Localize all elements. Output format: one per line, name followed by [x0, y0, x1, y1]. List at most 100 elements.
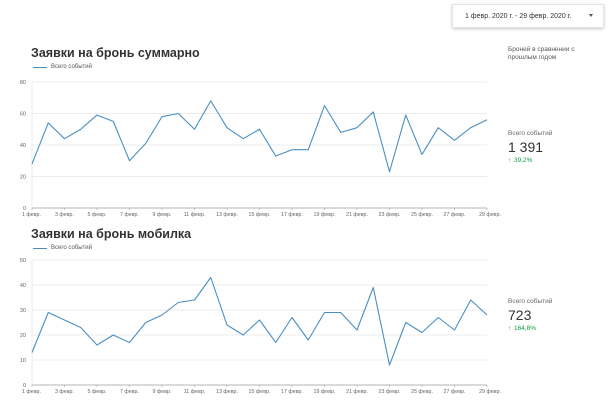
chart-title-mobile: Заявки на бронь мобилка: [31, 227, 192, 241]
y-tick-label: 20: [20, 333, 26, 339]
x-tick-label: 23 февр.: [379, 389, 401, 395]
data-point[interactable]: [437, 316, 440, 319]
y-tick-label: 40: [20, 143, 26, 149]
chart-title-total: Заявки на бронь суммарно: [31, 46, 200, 60]
data-point[interactable]: [128, 159, 131, 162]
data-point[interactable]: [388, 170, 391, 173]
compare-note: Броней в сравнении с прошлым годом: [508, 46, 575, 61]
data-point[interactable]: [47, 121, 50, 124]
data-point[interactable]: [372, 110, 375, 113]
data-point[interactable]: [225, 126, 228, 129]
data-point[interactable]: [30, 162, 33, 165]
data-point[interactable]: [290, 316, 293, 319]
x-tick-label: 9 февр.: [153, 212, 172, 218]
data-point[interactable]: [177, 112, 180, 115]
data-point[interactable]: [404, 321, 407, 324]
chevron-down-icon: [589, 14, 593, 17]
x-tick-label: 13 февр.: [216, 389, 238, 395]
scorecard-value: 723: [508, 307, 532, 323]
data-point[interactable]: [144, 321, 147, 324]
y-tick-label: 80: [20, 80, 26, 86]
data-point[interactable]: [112, 333, 115, 336]
data-point[interactable]: [307, 148, 310, 151]
x-tick-label: 19 февр.: [314, 389, 336, 395]
data-point[interactable]: [209, 276, 212, 279]
data-point[interactable]: [128, 341, 131, 344]
legend-mobile[interactable]: Всего событий: [33, 245, 92, 251]
data-point[interactable]: [112, 120, 115, 123]
x-tick-label: 25 февр.: [411, 389, 433, 395]
legend-swatch: [33, 247, 47, 249]
data-point[interactable]: [193, 298, 196, 301]
legend-total[interactable]: Всего событий: [33, 64, 92, 70]
x-tick-label: 11 февр.: [184, 389, 206, 395]
data-point[interactable]: [258, 128, 261, 131]
data-point[interactable]: [404, 113, 407, 116]
scorecard-mobile: Всего событий 723 ↑ 164,8%: [508, 298, 598, 332]
data-point[interactable]: [209, 99, 212, 102]
date-range-picker[interactable]: 1 февр. 2020 г. - 29 февр. 2020 г.: [452, 4, 604, 28]
x-tick-label: 15 февр.: [249, 212, 271, 218]
scorecard-label: Всего событий: [508, 130, 553, 137]
data-point[interactable]: [225, 323, 228, 326]
data-point[interactable]: [388, 363, 391, 366]
data-point[interactable]: [485, 118, 488, 121]
data-point[interactable]: [242, 333, 245, 336]
data-point[interactable]: [355, 328, 358, 331]
data-point[interactable]: [469, 298, 472, 301]
data-point[interactable]: [193, 128, 196, 131]
data-point[interactable]: [485, 313, 488, 316]
data-point[interactable]: [437, 126, 440, 129]
data-point[interactable]: [290, 148, 293, 151]
scorecard-delta: ↑ 39,2%: [508, 157, 598, 164]
scorecard-value: 1 391: [508, 139, 544, 155]
data-point[interactable]: [453, 328, 456, 331]
x-tick-label: 23 февр.: [379, 212, 401, 218]
data-point[interactable]: [307, 338, 310, 341]
x-tick-label: 9 февр.: [153, 389, 172, 395]
data-point[interactable]: [453, 139, 456, 142]
x-tick-label: 27 февр.: [444, 212, 466, 218]
x-tick-label: 17 февр.: [281, 212, 303, 218]
y-tick-label: 50: [20, 258, 26, 264]
legend-swatch: [33, 66, 47, 68]
data-point[interactable]: [420, 331, 423, 334]
data-point[interactable]: [339, 131, 342, 134]
data-point[interactable]: [30, 351, 33, 354]
data-point[interactable]: [63, 137, 66, 140]
data-point[interactable]: [177, 301, 180, 304]
data-point[interactable]: [47, 311, 50, 314]
scorecard-delta-value: 164,8%: [514, 325, 537, 332]
data-point[interactable]: [258, 318, 261, 321]
x-tick-label: 11 февр.: [184, 212, 206, 218]
y-tick-label: 0: [23, 383, 26, 389]
data-point[interactable]: [160, 115, 163, 118]
data-point[interactable]: [144, 142, 147, 145]
data-point[interactable]: [323, 104, 326, 107]
data-point[interactable]: [469, 126, 472, 129]
legend-label: Всего событий: [51, 245, 93, 251]
data-point[interactable]: [274, 154, 277, 157]
x-tick-label: 19 февр.: [314, 212, 336, 218]
data-point[interactable]: [95, 343, 98, 346]
data-point[interactable]: [242, 137, 245, 140]
data-point[interactable]: [63, 318, 66, 321]
data-point[interactable]: [372, 286, 375, 289]
data-point[interactable]: [420, 153, 423, 156]
x-tick-label: 3 февр.: [55, 212, 74, 218]
data-point[interactable]: [323, 311, 326, 314]
data-point[interactable]: [79, 326, 82, 329]
x-tick-label: 29 февр.: [479, 389, 501, 395]
data-point[interactable]: [339, 311, 342, 314]
data-point[interactable]: [79, 128, 82, 131]
data-point[interactable]: [160, 313, 163, 316]
data-point[interactable]: [95, 113, 98, 116]
x-tick-label: 17 февр.: [281, 389, 303, 395]
y-tick-label: 60: [20, 112, 26, 118]
series-line: [31, 100, 488, 173]
line-chart-mobile: 0 10 20 30 40 50 1 февр. 3 февр. 5 февр. 7 февр. 9…: [20, 258, 501, 395]
x-tick-label: 1 февр.: [22, 212, 41, 218]
data-point[interactable]: [355, 126, 358, 129]
data-point[interactable]: [274, 341, 277, 344]
x-tick-label: 25 февр.: [411, 212, 433, 218]
